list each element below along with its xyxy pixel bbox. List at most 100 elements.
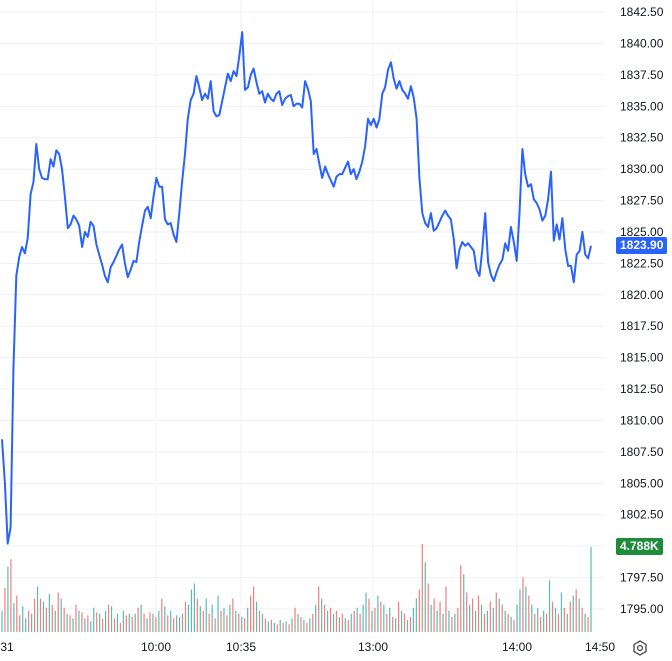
volume-bar	[250, 595, 252, 632]
volume-bar	[226, 615, 228, 632]
volume-bar	[463, 574, 465, 632]
volume-bar	[25, 618, 27, 632]
volume-bar	[433, 598, 435, 632]
y-tick-label: 1810.00	[620, 413, 664, 427]
volume-bar	[406, 619, 409, 632]
volume-badge: 4.788K	[616, 538, 663, 555]
volume-bar	[543, 610, 545, 632]
volume-bar	[389, 607, 391, 632]
volume-bar	[155, 616, 157, 632]
price-line-layer	[1, 31, 592, 545]
volume-bar	[270, 619, 272, 632]
volume-bar	[22, 606, 24, 632]
volume-bar	[321, 598, 323, 632]
volume-bar	[581, 607, 583, 632]
volume-bar	[176, 615, 178, 632]
volume-bar	[244, 618, 246, 632]
volume-bar	[193, 583, 195, 632]
volume-bar	[380, 601, 382, 632]
volume-bar	[202, 610, 204, 632]
volume-bar	[315, 604, 317, 632]
price-line-series	[1, 31, 592, 545]
volume-bar	[525, 586, 527, 632]
volume-bar	[267, 621, 269, 632]
x-axis: 31 10:00 10:35 13:00 14:00 14:50	[0, 640, 615, 654]
volume-bar	[528, 595, 530, 632]
gear-icon	[633, 640, 647, 656]
y-tick-label: 1830.00	[620, 162, 664, 176]
volume-bar	[489, 601, 491, 632]
volume-bar	[590, 547, 592, 632]
volume-bar	[51, 604, 53, 632]
volume-bar	[152, 613, 154, 632]
volume-bar	[546, 613, 548, 632]
volume-bar	[220, 610, 222, 632]
volume-bar	[483, 613, 486, 632]
volume-bar	[395, 618, 397, 632]
volume-bar	[335, 610, 338, 632]
volume-bar	[42, 601, 45, 632]
volume-bar	[54, 610, 56, 632]
volume-bar	[178, 616, 181, 632]
volume-bar	[16, 595, 18, 632]
x-tick-label: 14:50	[585, 640, 615, 654]
volume-bar	[341, 613, 343, 632]
y-tick-label: 1815.00	[620, 351, 664, 365]
volume-bar	[472, 598, 474, 632]
volume-bar	[217, 595, 219, 632]
volume-bar	[264, 618, 267, 632]
last-price-badge: 1823.90	[616, 237, 668, 254]
volume-bar	[143, 613, 145, 632]
volume-bar	[557, 613, 560, 632]
volume-bar	[116, 613, 119, 632]
volume-bar	[480, 604, 483, 632]
volume-bar	[448, 610, 450, 632]
volume-bar	[504, 610, 506, 632]
volume-bar	[294, 607, 296, 632]
volume-bar	[161, 598, 163, 632]
volume-bar	[454, 613, 456, 632]
volume-bar	[113, 618, 116, 632]
volume-bar	[39, 598, 42, 632]
volume-bar	[347, 619, 349, 632]
volume-bar	[332, 613, 335, 632]
volume-bar	[19, 615, 21, 632]
volume-bar	[436, 610, 438, 632]
volume-bar	[469, 604, 471, 632]
volume-bar	[78, 610, 80, 632]
volume-bar	[134, 613, 136, 632]
volume-bar	[170, 610, 172, 632]
volume-bar	[566, 613, 568, 632]
settings-button[interactable]	[632, 640, 648, 656]
volume-bar	[513, 619, 515, 632]
volume-bar	[560, 592, 563, 632]
volume-bar	[353, 610, 355, 632]
volume-bar	[386, 613, 388, 632]
volume-bar	[196, 598, 198, 632]
volume-bar	[107, 604, 110, 632]
volume-bar	[199, 606, 201, 632]
volume-bar	[400, 610, 403, 632]
volume-bar	[1, 610, 3, 632]
volume-bar	[119, 622, 121, 632]
volume-bar	[507, 613, 509, 632]
volume-bar	[383, 604, 385, 632]
volume-bar	[235, 610, 237, 632]
volume-bar	[584, 613, 586, 632]
volume-bar	[10, 559, 12, 632]
volume-bar	[492, 607, 494, 632]
volume-bar	[187, 604, 190, 632]
volume-bar	[362, 604, 364, 632]
volume-histogram	[1, 544, 592, 632]
volume-bar	[445, 586, 447, 632]
y-tick-label: 1807.50	[620, 445, 664, 459]
y-tick-label: 1797.50	[620, 571, 664, 585]
y-axis: 1842.50 1840.00 1837.50 1835.00 1832.50 1830.…	[620, 5, 664, 616]
volume-bar	[415, 598, 417, 632]
volume-bar	[4, 588, 6, 632]
volume-bar	[569, 601, 571, 632]
y-tick-label: 1832.50	[620, 131, 664, 145]
volume-bar	[122, 610, 124, 632]
volume-bar	[131, 616, 133, 632]
volume-bar	[329, 607, 332, 632]
